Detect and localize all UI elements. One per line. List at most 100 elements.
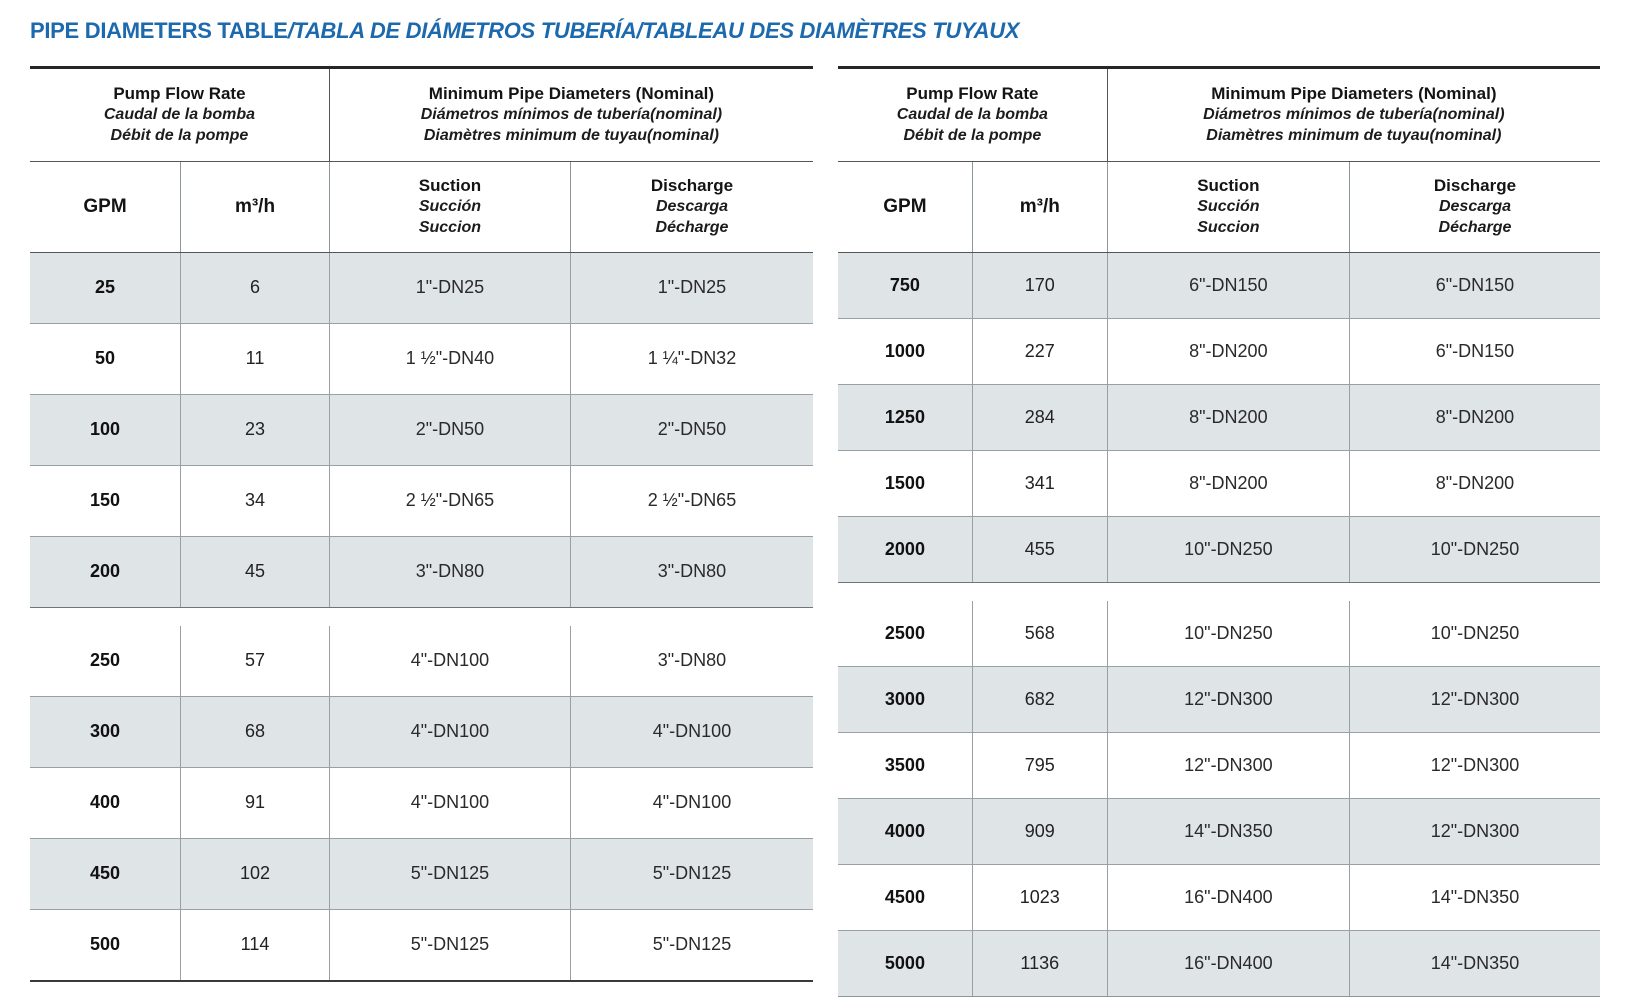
table-section: 25 6 1"-DN25 1"-DN25 50 11 1 ½"-DN40 1 ¼"-DN32 1… [30,253,813,608]
suction-cell: 16"-DN400 [1108,865,1351,930]
gpm-cell: 750 [838,253,973,318]
header-pump-flow-rate-en: Pump Flow Rate [906,84,1039,104]
gpm-cell: 450 [30,839,182,909]
gpm-cell: 50 [30,324,182,394]
m3h-cell: 284 [973,385,1108,450]
table-header-columns: GPM m³/h Suction Succión Succion Dischar… [838,162,1600,253]
pipe-table-right: Pump Flow Rate Caudal de la bomba Débit … [838,66,1600,997]
table-row: 1000 227 8"-DN200 6"-DN150 [838,319,1600,385]
discharge-cell: 14"-DN350 [1430,886,1520,907]
header-pump-flow-rate-es: Caudal de la bomba [896,106,1048,124]
gpm-cell: 500 [30,910,182,980]
header-pump-flow-rate-fr: Débit de la pompe [110,127,249,145]
header-pump-flow-rate-fr: Débit de la pompe [903,127,1042,145]
gpm-cell: 2500 [838,601,973,666]
gpm-cell: 200 [30,537,182,607]
gpm-cell: 150 [30,466,182,536]
suction-cell: 10"-DN250 [1108,517,1351,582]
header-min-pipe-diameters-en: Minimum Pipe Diameters (Nominal) [428,84,715,104]
header-suction: Suction Succión Succion [330,162,572,252]
table-row: 1250 284 8"-DN200 8"-DN200 [838,385,1600,451]
pipe-table-left: Pump Flow Rate Caudal de la bomba Débit … [30,66,813,982]
discharge-cell: 4"-DN100 [652,721,732,742]
m3h-cell: 91 [181,768,330,838]
gpm-cell: 2000 [838,517,973,582]
suction-cell: 1"-DN25 [330,253,572,323]
m3h-cell: 341 [973,451,1108,516]
suction-cell: 4"-DN100 [330,768,572,838]
m3h-cell: 11 [181,324,330,394]
gpm-cell: 300 [30,697,182,767]
discharge-cell: 1 ¼"-DN32 [647,348,737,369]
table-section: 2500 568 10"-DN250 10"-DN250 3000 682 12"-DN30… [838,601,1600,996]
m3h-cell: 114 [181,910,330,980]
discharge-cell: 2 ½"-DN65 [647,490,737,511]
table-row: 450 102 5"-DN125 5"-DN125 [30,839,813,910]
table-row: 5000 1136 16"-DN400 14"-DN350 [838,931,1600,996]
table-row: 1500 341 8"-DN200 8"-DN200 [838,451,1600,517]
header-min-pipe-diameters: Minimum Pipe Diameters (Nominal) Diámetr… [1108,69,1600,161]
table-row: 50 11 1 ½"-DN40 1 ¼"-DN32 [30,324,813,395]
suction-cell: 4"-DN100 [330,697,572,767]
table-row: 100 23 2"-DN50 2"-DN50 [30,395,813,466]
discharge-cell: 10"-DN250 [1430,622,1520,643]
table-row: 25 6 1"-DN25 1"-DN25 [30,253,813,324]
m3h-cell: 170 [973,253,1108,318]
m3h-cell: 45 [181,537,330,607]
section-gap [30,608,813,626]
gpm-cell: 5000 [838,931,973,996]
table-section: 750 170 6"-DN150 6"-DN150 1000 227 8"-DN200 6"-… [838,253,1600,583]
suction-cell: 4"-DN100 [330,626,572,696]
discharge-cell: 10"-DN250 [1430,538,1520,559]
suction-cell: 1 ½"-DN40 [330,324,572,394]
gpm-cell: 250 [30,626,182,696]
discharge-cell: 12"-DN300 [1430,820,1520,841]
header-m3h: m³/h [973,162,1108,252]
suction-cell: 6"-DN150 [1108,253,1351,318]
header-min-pipe-diameters: Minimum Pipe Diameters (Nominal) Diámetr… [330,69,813,161]
discharge-cell: 4"-DN100 [652,792,732,813]
table-row: 3500 795 12"-DN300 12"-DN300 [838,733,1600,799]
header-min-pipe-diameters-es: Diámetros mínimos de tubería(nominal) [420,106,723,124]
table-section: 250 57 4"-DN100 3"-DN80 300 68 4"-DN100 4"-DN10… [30,626,813,980]
suction-cell: 8"-DN200 [1108,451,1351,516]
gpm-cell: 25 [30,253,182,323]
header-discharge: Discharge Descarga Décharge [1433,176,1517,237]
table-row: 750 170 6"-DN150 6"-DN150 [838,253,1600,319]
table-row: 150 34 2 ½"-DN65 2 ½"-DN65 [30,466,813,537]
suction-cell: 3"-DN80 [330,537,572,607]
m3h-cell: 795 [973,733,1108,798]
suction-cell: 2 ½"-DN65 [330,466,572,536]
suction-cell: 5"-DN125 [330,839,572,909]
header-suction: Suction Succión Succion [1108,162,1351,252]
discharge-cell: 6"-DN150 [1435,340,1515,361]
table-row: 2500 568 10"-DN250 10"-DN250 [838,601,1600,667]
table-header-groups: Pump Flow Rate Caudal de la bomba Débit … [838,69,1600,162]
section-gap [838,583,1600,601]
table-row: 4500 1023 16"-DN400 14"-DN350 [838,865,1600,931]
m3h-cell: 909 [973,799,1108,864]
suction-cell: 16"-DN400 [1108,931,1351,996]
discharge-cell: 8"-DN200 [1435,406,1515,427]
discharge-cell: 14"-DN350 [1430,952,1520,973]
header-pump-flow-rate-es: Caudal de la bomba [103,106,255,124]
gpm-cell: 3000 [838,667,973,732]
discharge-cell: 12"-DN300 [1430,688,1520,709]
gpm-cell: 1000 [838,319,973,384]
table-header-groups: Pump Flow Rate Caudal de la bomba Débit … [30,69,813,162]
page-title-main: PIPE DIAMETERS TABLE [30,18,288,43]
page-title: PIPE DIAMETERS TABLE/TABLA DE DIÁMETROS … [30,18,1635,44]
discharge-cell: 6"-DN150 [1435,274,1515,295]
discharge-cell: 12"-DN300 [1430,754,1520,775]
table-row: 250 57 4"-DN100 3"-DN80 [30,626,813,697]
header-min-pipe-diameters-en: Minimum Pipe Diameters (Nominal) [1211,84,1497,104]
table-row: 200 45 3"-DN80 3"-DN80 [30,537,813,607]
header-discharge: Discharge Descarga Décharge [650,176,734,237]
discharge-cell: 3"-DN80 [657,650,727,671]
suction-cell: 8"-DN200 [1108,319,1351,384]
m3h-cell: 102 [181,839,330,909]
discharge-cell: 5"-DN125 [652,934,732,955]
page-title-translations: /TABLA DE DIÁMETROS TUBERÍA/TABLEAU DES … [287,18,1020,43]
table-row: 400 91 4"-DN100 4"-DN100 [30,768,813,839]
